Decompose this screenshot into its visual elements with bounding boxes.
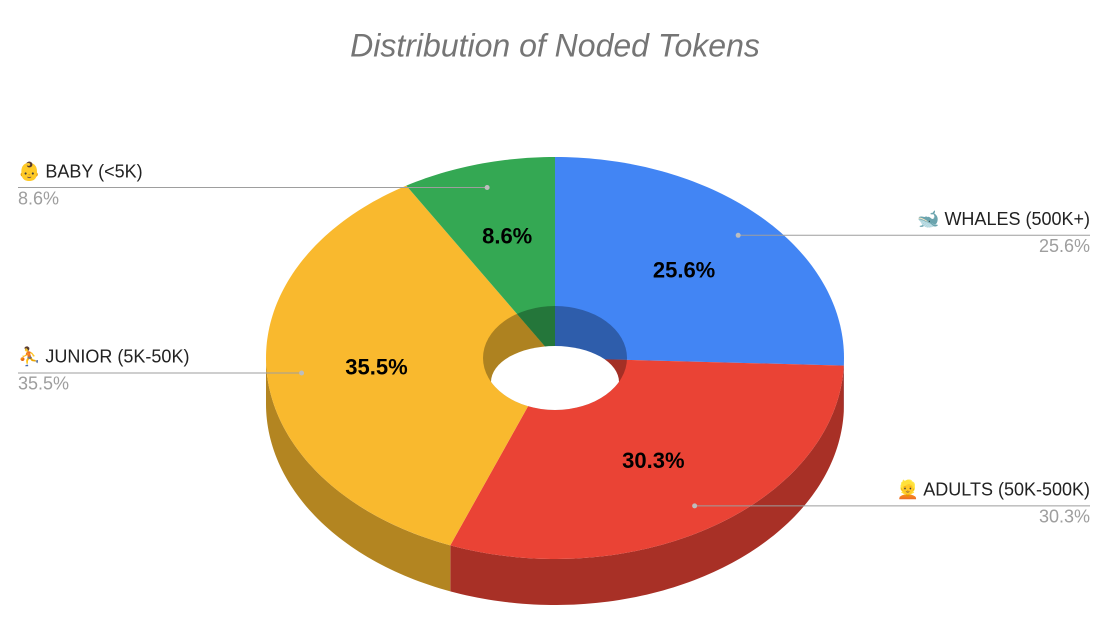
legend-value: 25.6%	[1039, 236, 1090, 256]
slice	[406, 157, 555, 358]
slice	[266, 185, 555, 546]
legend-value: 35.5%	[18, 374, 69, 394]
leader-dot	[735, 232, 741, 238]
leader-dot	[692, 503, 698, 509]
legend-label: 👱 ADULTS (50K-500K)	[897, 479, 1090, 500]
data-label: 8.6%	[482, 224, 532, 249]
legend-label: 👶 BABY (<5K)	[18, 160, 143, 181]
legend-label: ⛹ JUNIOR (5K-50K)	[18, 346, 189, 367]
slice-side	[266, 358, 451, 592]
data-label: 30.3%	[622, 448, 684, 473]
data-label: 35.5%	[345, 354, 407, 379]
hole-opening	[491, 346, 619, 410]
leader-dot	[299, 370, 305, 376]
leader-dot	[484, 185, 490, 191]
legend-label: 🐋 WHALES (500K+)	[917, 209, 1090, 229]
legend-value: 8.6%	[18, 188, 59, 208]
slice	[555, 157, 844, 366]
slice-side	[450, 365, 844, 605]
legend-value: 30.3%	[1039, 507, 1090, 527]
chart-title: Distribution of Noded Tokens	[350, 27, 760, 63]
data-label: 25.6%	[653, 257, 715, 282]
